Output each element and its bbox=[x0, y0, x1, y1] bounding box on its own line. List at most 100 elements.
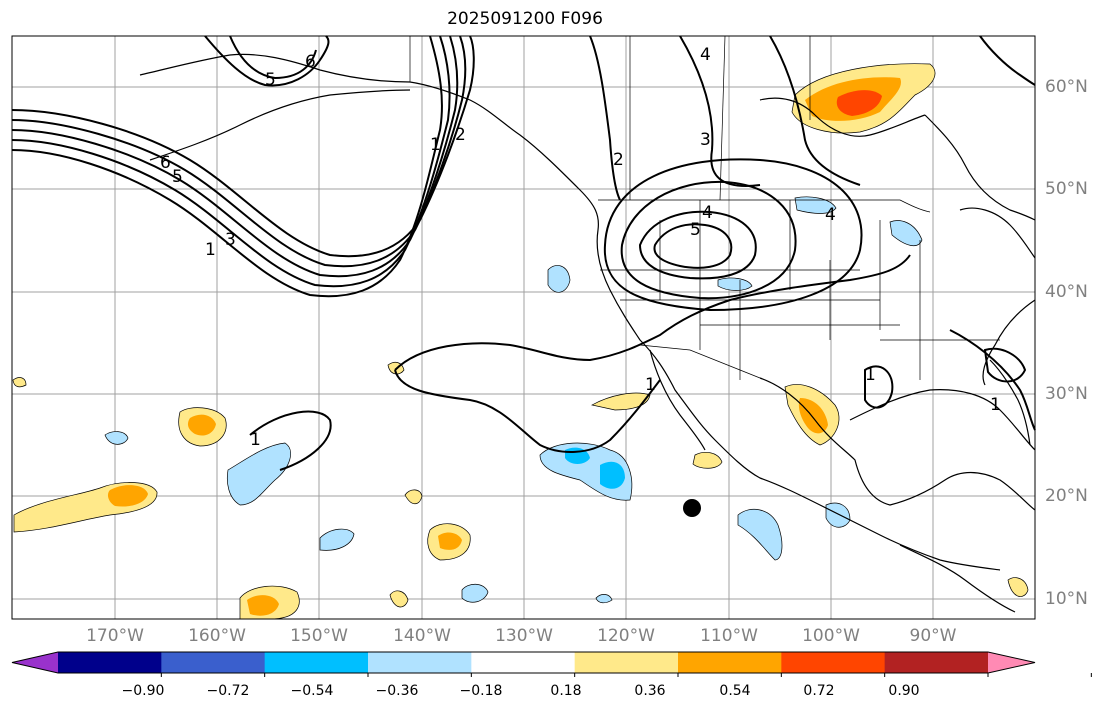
shade-neg-3 bbox=[461, 583, 489, 603]
colorbar-outline bbox=[11, 651, 1036, 674]
coast-hudson bbox=[759, 97, 926, 137]
shade-neg-8 bbox=[595, 594, 613, 604]
contour-mid-pacific-2 bbox=[394, 369, 661, 453]
coast-hudson-east bbox=[924, 114, 1036, 221]
colorbar-extend-high bbox=[988, 652, 1035, 673]
coast-east bbox=[982, 299, 1036, 386]
colorbar-extend-low bbox=[12, 652, 58, 673]
colorbar bbox=[11, 651, 1092, 677]
lat-label: 20°N bbox=[1045, 486, 1088, 506]
contour-label: 5 bbox=[690, 220, 701, 240]
shade-neg-6 bbox=[889, 220, 923, 247]
colorbar-segment bbox=[884, 652, 989, 673]
shade-south-1-core bbox=[247, 595, 279, 616]
lon-label: 130°W bbox=[495, 626, 553, 646]
contour-label: 2 bbox=[613, 150, 624, 170]
colorbar-tick-label: 0.72 bbox=[803, 683, 835, 699]
coast-northeast bbox=[959, 207, 1036, 259]
lat-label: 30°N bbox=[1045, 384, 1088, 404]
lon-label: 120°W bbox=[597, 626, 655, 646]
lon-label: 90°W bbox=[909, 626, 957, 646]
contour-gulf bbox=[864, 365, 894, 409]
shade-neg-7 bbox=[717, 277, 753, 291]
contour-label-group: 6 5 6 5 1 3 1 2 2 4 3 4 5 4 1 1 1 1 bbox=[160, 45, 1001, 450]
shade-small-5 bbox=[12, 377, 27, 388]
colorbar-tick-label: −0.90 bbox=[121, 683, 165, 699]
coast-florida bbox=[989, 359, 1031, 446]
shade-small-3 bbox=[389, 590, 409, 608]
colorbar-segment bbox=[58, 652, 162, 673]
contour-alaska-top bbox=[204, 35, 330, 87]
contour-low-2 bbox=[653, 223, 733, 269]
coast-gulf-north bbox=[849, 389, 1036, 451]
colorbar-segment bbox=[368, 652, 472, 673]
colorbar-segment bbox=[471, 652, 576, 673]
lon-label: 110°W bbox=[700, 626, 758, 646]
contour-north-3 bbox=[769, 35, 861, 186]
colorbar-segment bbox=[574, 652, 679, 673]
contour-label: 6 bbox=[160, 153, 171, 173]
lat-label: 60°N bbox=[1045, 77, 1088, 97]
contour-mid-pacific bbox=[394, 254, 911, 371]
coastlines bbox=[139, 53, 1036, 613]
lat-label: 40°N bbox=[1045, 282, 1088, 302]
contour-east-1 bbox=[949, 329, 1036, 431]
contour-label: 4 bbox=[700, 45, 711, 65]
contours bbox=[11, 35, 1036, 471]
shade-gulf-west-core bbox=[798, 398, 828, 434]
contour-label: 1 bbox=[430, 135, 441, 155]
map-title: 2025091200 F096 bbox=[447, 9, 603, 29]
contour-low-4 bbox=[603, 158, 863, 312]
contour-label: 3 bbox=[225, 230, 236, 250]
colorbar-tick-label: −0.36 bbox=[375, 683, 419, 699]
coast-west-na bbox=[409, 81, 1001, 571]
lat-label: 10°N bbox=[1045, 589, 1088, 609]
contour-pacific-3 bbox=[11, 35, 459, 278]
shaded-areas bbox=[12, 63, 1029, 620]
shade-neg-pacific bbox=[226, 442, 291, 506]
colorbar-tick-label: −0.54 bbox=[290, 683, 334, 699]
lon-label: 100°W bbox=[802, 626, 860, 646]
shade-hawaii-west-core bbox=[107, 485, 148, 507]
contour-alaska-top-2 bbox=[229, 35, 317, 80]
coast-baja bbox=[649, 349, 706, 451]
contour-label: 4 bbox=[825, 205, 836, 225]
colorbar-tick-label: −0.72 bbox=[206, 683, 250, 699]
contour-label: 4 bbox=[702, 203, 713, 223]
contour-pacific-2 bbox=[11, 35, 451, 288]
shade-neg-2 bbox=[319, 528, 355, 551]
contour-pacific-4 bbox=[11, 35, 467, 268]
colorbar-tick-label: −0.18 bbox=[459, 683, 503, 699]
shade-hudson-bay-peak bbox=[836, 90, 882, 116]
shade-south-2-core bbox=[438, 532, 462, 550]
contour-label: 5 bbox=[265, 70, 276, 90]
shade-neg-4 bbox=[547, 265, 571, 293]
contour-label: 1 bbox=[645, 375, 656, 395]
colorbar-segment bbox=[161, 652, 266, 673]
borders bbox=[409, 35, 1000, 380]
lat-label: 50°N bbox=[1045, 179, 1088, 199]
border-us-canada bbox=[598, 199, 931, 213]
shade-mx-1 bbox=[692, 452, 723, 469]
shade-neg-1 bbox=[104, 431, 129, 445]
shade-small-2 bbox=[404, 489, 423, 505]
contour-pacific-5 bbox=[11, 35, 475, 258]
colorbar-segment bbox=[781, 652, 886, 673]
contour-label: 1 bbox=[990, 395, 1001, 415]
contour-north-1 bbox=[589, 35, 621, 201]
shade-neg-mx bbox=[737, 508, 783, 561]
contour-low-3 bbox=[620, 180, 797, 300]
location-marker bbox=[683, 499, 701, 517]
contour-low-1 bbox=[638, 210, 757, 280]
shade-neg-5 bbox=[794, 196, 837, 214]
colorbar-tick-label: 0.18 bbox=[550, 683, 582, 699]
colorbar-tick-label: 0.54 bbox=[719, 683, 751, 699]
contour-label: 1 bbox=[205, 240, 216, 260]
map-frame bbox=[11, 35, 1036, 620]
contour-ne bbox=[979, 35, 1036, 86]
colorbar-segment bbox=[264, 652, 369, 673]
lon-label: 170°W bbox=[86, 626, 144, 646]
lon-label: 160°W bbox=[188, 626, 246, 646]
coast-central-am bbox=[899, 544, 1016, 613]
